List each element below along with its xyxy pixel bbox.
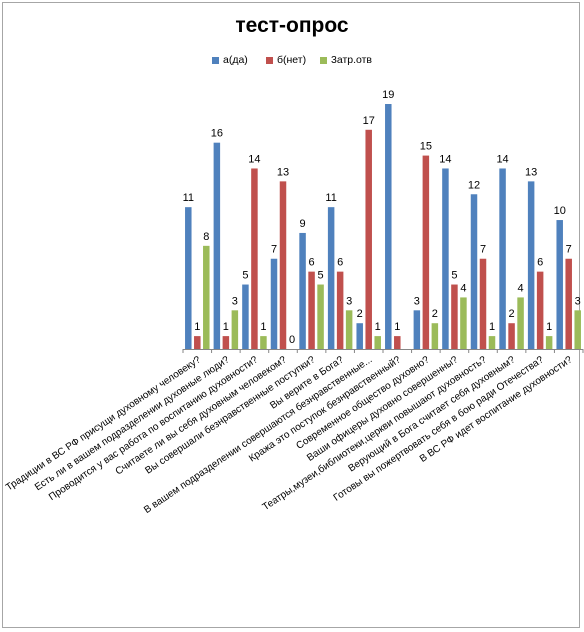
data-label-series-2-cat-2: 1 (223, 321, 229, 333)
data-label-series-3-cat-7: 1 (375, 321, 381, 333)
bar-series-2-cat-4 (279, 181, 287, 349)
data-label-series-2-cat-14: 7 (566, 244, 572, 256)
bar-series-2-cat-7 (365, 129, 372, 349)
data-label-series-1-cat-5: 9 (300, 218, 306, 230)
bar-series-2-cat-8 (394, 336, 401, 349)
bar-series-2-cat-5 (308, 271, 315, 349)
data-label-series-1-cat-4: 7 (271, 244, 277, 256)
legend-swatch-series-3 (320, 56, 327, 64)
bar-series-3-cat-5 (317, 284, 324, 349)
bar-series-2-cat-2 (222, 336, 230, 349)
data-label-series-2-cat-12: 2 (509, 308, 515, 320)
category-label-3: Проводится у вас работа по воспитанию ду… (46, 353, 260, 503)
bar-series-3-cat-7 (374, 336, 381, 349)
bar-series-1-cat-2 (213, 142, 221, 349)
bar-series-2-cat-11 (479, 258, 487, 349)
bar-series-2-cat-12 (508, 323, 515, 349)
data-label-series-2-cat-8: 1 (394, 321, 400, 333)
data-label-series-2-cat-9: 15 (420, 141, 432, 153)
data-label-series-3-cat-11: 1 (489, 321, 495, 333)
data-label-series-1-cat-11: 12 (468, 179, 480, 191)
legend-label-series-1: а(да) (223, 54, 248, 66)
bar-series-3-cat-11 (488, 336, 496, 349)
bar-series-1-cat-4 (270, 258, 278, 349)
legend-item-series-1: а(да) (212, 54, 248, 66)
bar-series-1-cat-14 (556, 220, 563, 349)
bar-series-2-cat-9 (422, 155, 430, 349)
data-label-series-1-cat-3: 5 (242, 270, 248, 282)
legend: а(да) б(нет) 3атр.отв (0, 54, 584, 70)
data-label-series-3-cat-12: 4 (518, 282, 524, 294)
data-label-series-2-cat-11: 7 (480, 244, 486, 256)
bar-series-2-cat-1 (194, 336, 201, 349)
data-label-series-2-cat-13: 6 (537, 257, 543, 269)
data-label-series-2-cat-3: 14 (248, 153, 260, 165)
data-label-series-1-cat-14: 10 (554, 205, 566, 217)
bar-series-1-cat-6 (327, 207, 335, 349)
data-label-series-3-cat-14: 3 (575, 295, 581, 307)
data-label-series-1-cat-8: 19 (382, 89, 394, 101)
bar-series-1-cat-11 (470, 194, 478, 349)
data-label-series-3-cat-4: 0 (289, 334, 295, 346)
bar-series-1-cat-1 (185, 207, 192, 349)
bar-series-3-cat-14 (574, 310, 581, 349)
bar-series-2-cat-14 (565, 258, 572, 349)
data-label-series-3-cat-1: 8 (203, 231, 209, 243)
bar-series-3-cat-6 (345, 310, 353, 349)
data-label-series-3-cat-13: 1 (546, 321, 552, 333)
data-label-series-1-cat-6: 11 (325, 192, 336, 204)
bar-series-3-cat-2 (231, 310, 239, 349)
bar-series-2-cat-6 (336, 271, 344, 349)
legend-swatch-series-1 (212, 56, 219, 64)
bar-series-1-cat-8 (385, 104, 392, 349)
bar-series-1-cat-3 (242, 284, 249, 349)
bar-series-2-cat-3 (251, 168, 258, 349)
data-label-series-2-cat-10: 5 (451, 270, 457, 282)
legend-label-series-3: 3атр.отв (331, 54, 373, 66)
data-label-series-3-cat-6: 3 (346, 295, 352, 307)
legend-swatch-series-2 (266, 56, 273, 64)
bar-series-3-cat-13 (545, 336, 553, 349)
data-label-series-1-cat-2: 16 (211, 128, 223, 140)
data-label-series-1-cat-13: 13 (525, 166, 537, 178)
data-label-series-3-cat-5: 5 (318, 270, 324, 282)
data-label-series-2-cat-4: 13 (277, 166, 289, 178)
data-label-series-1-cat-7: 2 (357, 308, 363, 320)
bar-series-2-cat-10 (451, 284, 458, 349)
bar-series-3-cat-12 (517, 297, 524, 349)
data-label-series-2-cat-7: 17 (363, 115, 375, 127)
bar-series-3-cat-9 (431, 323, 439, 349)
chart-title: тест-опрос (235, 14, 349, 37)
data-label-series-2-cat-1: 1 (194, 321, 200, 333)
data-label-series-1-cat-10: 14 (439, 153, 451, 165)
bar-series-1-cat-13 (527, 181, 535, 349)
data-label-series-3-cat-10: 4 (460, 282, 466, 294)
bar-series-1-cat-9 (413, 310, 421, 349)
legend-item-series-2: б(нет) (266, 54, 306, 66)
data-label-series-2-cat-5: 6 (309, 257, 315, 269)
bar-series-3-cat-3 (260, 336, 267, 349)
bar-series-1-cat-12 (499, 168, 506, 349)
bar-series-1-cat-5 (299, 232, 306, 349)
data-label-series-3-cat-2: 3 (232, 295, 238, 307)
bar-series-1-cat-7 (356, 323, 363, 349)
category-label-1: Традиции в ВС РФ присущи духовному челов… (4, 354, 203, 493)
data-label-series-1-cat-1: 11 (183, 192, 194, 204)
legend-label-series-2: б(нет) (277, 54, 307, 66)
bar-series-1-cat-10 (442, 168, 449, 349)
legend-item-series-3: 3атр.отв (320, 54, 372, 66)
data-label-series-1-cat-12: 14 (496, 153, 508, 165)
bar-series-3-cat-1 (203, 245, 210, 349)
bar-series-3-cat-10 (460, 297, 467, 349)
data-label-series-2-cat-6: 6 (337, 257, 343, 269)
bar-series-2-cat-13 (536, 271, 544, 349)
data-label-series-1-cat-9: 3 (414, 295, 420, 307)
data-label-series-3-cat-3: 1 (260, 321, 266, 333)
data-label-series-3-cat-9: 2 (432, 308, 438, 320)
